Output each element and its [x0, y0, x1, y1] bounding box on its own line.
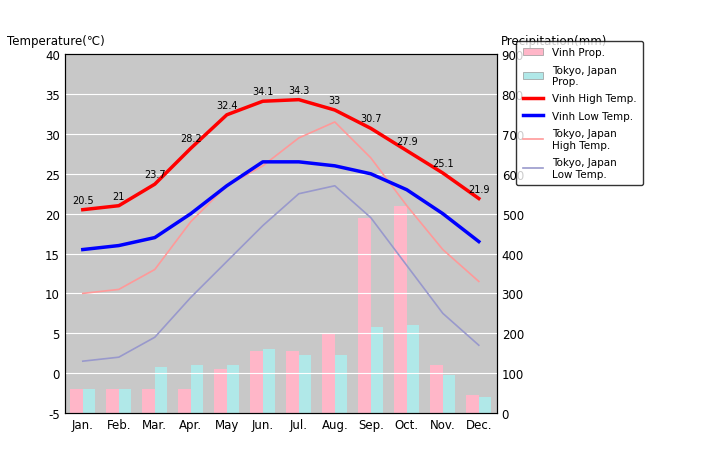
- Vinh Low Temp.: [150, 235, 159, 241]
- Bar: [155, 367, 167, 413]
- Text: 21.9: 21.9: [468, 184, 490, 194]
- Vinh High Temp.: [150, 182, 159, 188]
- Text: 21: 21: [112, 191, 125, 202]
- Bar: [443, 375, 455, 413]
- Vinh High Temp.: [474, 196, 483, 202]
- Tokyo, Japan
Low Temp.: [150, 335, 159, 340]
- Text: 27.9: 27.9: [396, 136, 418, 146]
- Tokyo, Japan
Low Temp.: [330, 184, 339, 189]
- Tokyo, Japan
Low Temp.: [78, 358, 87, 364]
- Tokyo, Japan
Low Temp.: [294, 191, 303, 197]
- Tokyo, Japan
High Temp.: [222, 184, 231, 189]
- Bar: [394, 206, 407, 413]
- Line: Tokyo, Japan
High Temp.: Tokyo, Japan High Temp.: [83, 123, 479, 294]
- Tokyo, Japan
High Temp.: [294, 136, 303, 141]
- Vinh High Temp.: [402, 149, 411, 154]
- Bar: [83, 389, 95, 413]
- Bar: [263, 349, 275, 413]
- Text: 28.2: 28.2: [180, 134, 202, 144]
- Tokyo, Japan
Low Temp.: [402, 263, 411, 269]
- Vinh High Temp.: [294, 98, 303, 103]
- Vinh High Temp.: [330, 108, 339, 113]
- Line: Vinh Low Temp.: Vinh Low Temp.: [83, 162, 479, 250]
- Tokyo, Japan
High Temp.: [438, 247, 447, 253]
- Bar: [179, 389, 191, 413]
- Bar: [407, 325, 419, 413]
- Bar: [371, 328, 383, 413]
- Vinh Low Temp.: [294, 160, 303, 165]
- Line: Tokyo, Japan
Low Temp.: Tokyo, Japan Low Temp.: [83, 186, 479, 361]
- Tokyo, Japan
Low Temp.: [114, 355, 123, 360]
- Bar: [107, 389, 119, 413]
- Tokyo, Japan
High Temp.: [402, 203, 411, 209]
- Vinh High Temp.: [366, 126, 375, 132]
- Vinh High Temp.: [438, 171, 447, 176]
- Text: Temperature(℃): Temperature(℃): [7, 34, 105, 47]
- Tokyo, Japan
High Temp.: [78, 291, 87, 297]
- Bar: [299, 355, 311, 413]
- Vinh Low Temp.: [330, 164, 339, 169]
- Vinh Low Temp.: [186, 212, 195, 217]
- Bar: [479, 397, 491, 413]
- Legend: Vinh Prop., Tokyo, Japan
Prop., Vinh High Temp., Vinh Low Temp., Tokyo, Japan
Hi: Vinh Prop., Tokyo, Japan Prop., Vinh Hig…: [516, 42, 643, 185]
- Text: 25.1: 25.1: [432, 159, 454, 169]
- Tokyo, Japan
High Temp.: [474, 279, 483, 285]
- Text: 33: 33: [328, 96, 341, 106]
- Bar: [142, 389, 155, 413]
- Tokyo, Japan
Low Temp.: [222, 259, 231, 265]
- Text: 20.5: 20.5: [72, 196, 94, 205]
- Text: 32.4: 32.4: [216, 101, 238, 111]
- Tokyo, Japan
High Temp.: [114, 287, 123, 292]
- Bar: [466, 395, 479, 413]
- Bar: [191, 365, 203, 413]
- Bar: [119, 389, 131, 413]
- Vinh Low Temp.: [438, 212, 447, 217]
- Tokyo, Japan
High Temp.: [150, 267, 159, 273]
- Text: Precipitation(mm): Precipitation(mm): [500, 34, 607, 47]
- Vinh Low Temp.: [402, 188, 411, 193]
- Vinh Low Temp.: [114, 243, 123, 249]
- Vinh Low Temp.: [222, 184, 231, 189]
- Line: Vinh High Temp.: Vinh High Temp.: [83, 101, 479, 210]
- Vinh Low Temp.: [474, 239, 483, 245]
- Tokyo, Japan
Low Temp.: [186, 295, 195, 301]
- Bar: [359, 218, 371, 413]
- Vinh Low Temp.: [366, 172, 375, 177]
- Text: 34.3: 34.3: [288, 85, 310, 95]
- Text: 30.7: 30.7: [360, 114, 382, 124]
- Vinh High Temp.: [78, 207, 87, 213]
- Bar: [227, 365, 239, 413]
- Vinh Low Temp.: [258, 160, 267, 165]
- Tokyo, Japan
Low Temp.: [258, 224, 267, 229]
- Bar: [215, 369, 227, 413]
- Tokyo, Japan
High Temp.: [186, 219, 195, 225]
- Vinh High Temp.: [222, 113, 231, 118]
- Bar: [323, 334, 335, 413]
- Tokyo, Japan
High Temp.: [366, 156, 375, 161]
- Bar: [287, 352, 299, 413]
- Tokyo, Japan
Low Temp.: [438, 311, 447, 316]
- Vinh Low Temp.: [78, 247, 87, 253]
- Text: 23.7: 23.7: [144, 170, 166, 180]
- Tokyo, Japan
Low Temp.: [474, 343, 483, 348]
- Bar: [430, 365, 443, 413]
- Tokyo, Japan
Low Temp.: [366, 215, 375, 221]
- Bar: [251, 352, 263, 413]
- Vinh High Temp.: [114, 203, 123, 209]
- Bar: [335, 355, 347, 413]
- Tokyo, Japan
High Temp.: [258, 164, 267, 169]
- Vinh High Temp.: [186, 146, 195, 152]
- Tokyo, Japan
High Temp.: [330, 120, 339, 125]
- Bar: [71, 389, 83, 413]
- Vinh High Temp.: [258, 99, 267, 105]
- Text: 34.1: 34.1: [252, 87, 274, 97]
